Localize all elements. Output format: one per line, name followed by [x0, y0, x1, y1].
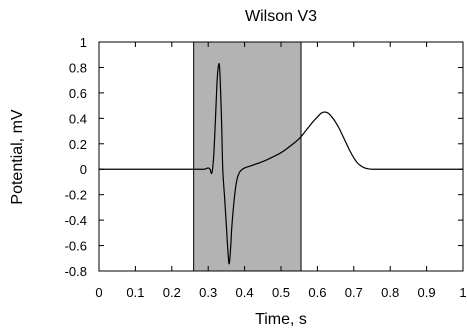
x-tick-label: 0 — [95, 285, 102, 300]
x-tick-label: 0.5 — [272, 285, 290, 300]
y-tick-label: 0.2 — [69, 137, 87, 152]
y-tick-label: -0.6 — [65, 239, 87, 254]
shade-layer — [193, 41, 302, 272]
y-tick-label: -0.4 — [65, 213, 87, 228]
y-tick-label: -0.8 — [65, 264, 87, 279]
shaded-region — [193, 41, 302, 272]
y-axis-title: Potential, mV — [9, 109, 26, 204]
y-axis-ticks: -0.8 -0.6 -0.4 -0.2 0 0.2 0.4 0.6 0.8 1 — [65, 35, 463, 279]
y-tick-label: 0 — [80, 162, 87, 177]
series-line — [99, 63, 463, 265]
line-layer — [99, 63, 463, 265]
x-tick-label: 0.1 — [126, 285, 144, 300]
x-tick-label: 0.4 — [236, 285, 254, 300]
y-tick-label: 1 — [80, 35, 87, 50]
x-axis-title: Time, s — [255, 311, 307, 328]
y-tick-label: 0.8 — [69, 60, 87, 75]
x-axis-ticks: 0 0.1 0.2 0.3 0.4 0.5 0.6 0.7 0.8 0.9 1 — [95, 42, 467, 300]
x-tick-label: 1 — [459, 285, 466, 300]
x-tick-label: 0.6 — [308, 285, 326, 300]
x-tick-label: 0.3 — [199, 285, 217, 300]
y-tick-label: 0.6 — [69, 86, 87, 101]
x-tick-label: 0.9 — [418, 285, 436, 300]
y-tick-label: -0.2 — [65, 188, 87, 203]
x-tick-label: 0.7 — [345, 285, 363, 300]
y-tick-label: 0.4 — [69, 111, 87, 126]
x-tick-label: 0.8 — [381, 285, 399, 300]
x-tick-label: 0.2 — [163, 285, 181, 300]
chart-title: Wilson V3 — [245, 8, 317, 25]
